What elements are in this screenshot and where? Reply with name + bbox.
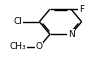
Text: CH₃: CH₃ [10, 42, 27, 51]
Text: N: N [68, 30, 74, 39]
Text: Cl: Cl [14, 17, 23, 26]
Text: O: O [36, 42, 43, 51]
Text: F: F [79, 5, 84, 14]
